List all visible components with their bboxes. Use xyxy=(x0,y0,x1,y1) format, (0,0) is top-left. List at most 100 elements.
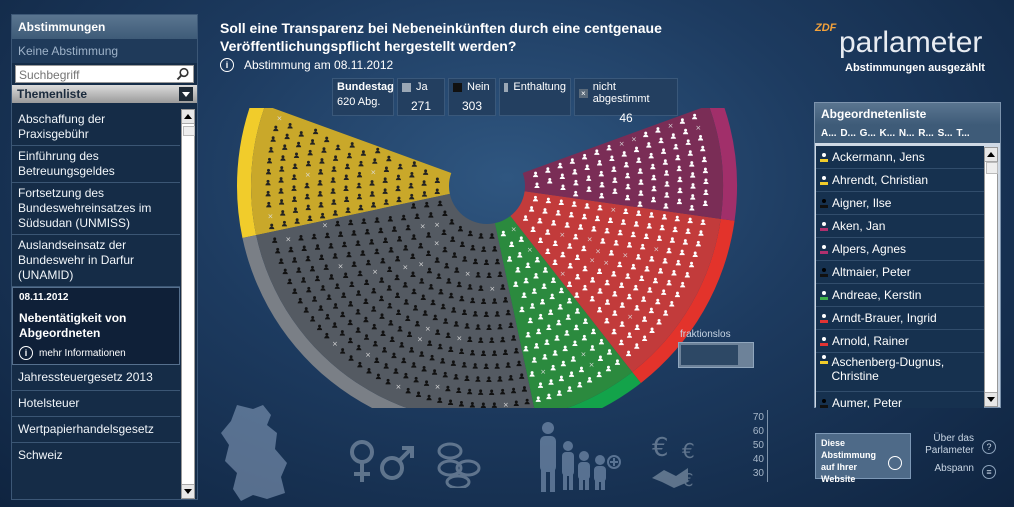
seat[interactable] xyxy=(467,230,473,237)
seat[interactable] xyxy=(425,250,432,257)
seat[interactable] xyxy=(341,241,348,248)
seat[interactable] xyxy=(637,201,643,207)
seat[interactable] xyxy=(445,332,451,339)
seat[interactable] xyxy=(552,240,558,247)
spd-rim[interactable] xyxy=(632,218,735,384)
seat[interactable] xyxy=(536,328,542,335)
seat[interactable] xyxy=(515,266,521,273)
seat[interactable] xyxy=(506,256,513,262)
seat[interactable] xyxy=(321,147,327,153)
seat[interactable] xyxy=(397,326,403,332)
seat[interactable] xyxy=(702,167,709,174)
absent-seat[interactable]: × xyxy=(503,401,509,408)
seat[interactable] xyxy=(305,160,312,167)
seat[interactable] xyxy=(596,160,603,166)
seat[interactable] xyxy=(470,244,476,251)
seat[interactable] xyxy=(378,295,385,302)
seat[interactable] xyxy=(634,324,640,330)
seat[interactable] xyxy=(688,261,695,268)
seat[interactable] xyxy=(444,262,450,269)
seat[interactable] xyxy=(581,245,587,252)
seat[interactable] xyxy=(567,243,573,249)
seat[interactable] xyxy=(380,330,386,336)
seat[interactable] xyxy=(582,284,588,291)
absent-seat[interactable]: × xyxy=(560,270,566,278)
seat[interactable] xyxy=(566,281,573,287)
seat[interactable] xyxy=(421,365,427,372)
absent-seat[interactable]: × xyxy=(631,136,637,144)
seat[interactable] xyxy=(334,220,341,227)
seat[interactable] xyxy=(619,302,625,308)
seat[interactable] xyxy=(382,177,388,183)
seat[interactable] xyxy=(510,387,517,394)
seat[interactable] xyxy=(356,344,362,351)
seat[interactable] xyxy=(648,212,655,218)
seat[interactable] xyxy=(568,211,574,218)
seat[interactable] xyxy=(410,271,416,278)
seat[interactable] xyxy=(360,250,366,256)
seat[interactable] xyxy=(519,306,525,313)
absent-seat[interactable]: × xyxy=(402,264,408,272)
seat[interactable] xyxy=(597,355,604,361)
seat[interactable] xyxy=(494,258,500,265)
seat[interactable] xyxy=(467,336,473,343)
alphabet-index[interactable]: A... D... G... K... N... R... S... T... xyxy=(815,125,1000,143)
seat[interactable] xyxy=(292,207,299,213)
member-row[interactable]: Aigner, Ilse xyxy=(816,192,984,215)
seat[interactable] xyxy=(567,262,573,269)
seat[interactable] xyxy=(310,316,316,322)
seat[interactable] xyxy=(472,258,479,265)
search-icon[interactable] xyxy=(176,67,190,81)
absent-seat[interactable]: × xyxy=(511,226,517,234)
seat[interactable] xyxy=(542,267,548,273)
seat[interactable] xyxy=(292,163,298,169)
seat[interactable] xyxy=(332,155,339,161)
search-input[interactable] xyxy=(19,68,169,82)
fdp-rim[interactable] xyxy=(237,108,265,238)
seat[interactable] xyxy=(324,313,331,320)
absent-seat[interactable]: × xyxy=(610,206,616,214)
seat[interactable] xyxy=(661,213,667,220)
seat[interactable] xyxy=(461,309,468,315)
seat[interactable] xyxy=(391,226,397,232)
seat[interactable] xyxy=(676,165,682,172)
seat[interactable] xyxy=(641,316,648,322)
list-item[interactable]: Wertpapierhandelsgesetz xyxy=(12,417,180,443)
seat[interactable] xyxy=(489,233,495,239)
seat[interactable] xyxy=(441,229,447,236)
seat[interactable] xyxy=(589,345,596,351)
seat[interactable] xyxy=(347,319,353,326)
seat[interactable] xyxy=(284,133,290,140)
seat[interactable] xyxy=(401,214,407,221)
seat[interactable] xyxy=(494,363,500,369)
seat[interactable] xyxy=(366,367,372,374)
seat[interactable] xyxy=(701,156,707,163)
seat[interactable] xyxy=(613,240,619,246)
seat[interactable] xyxy=(470,297,476,304)
seat[interactable] xyxy=(438,288,444,295)
seat[interactable] xyxy=(516,360,522,367)
seat[interactable] xyxy=(581,153,588,160)
seat[interactable] xyxy=(344,163,351,170)
seat[interactable] xyxy=(650,163,656,170)
seat[interactable] xyxy=(347,300,354,307)
seat[interactable] xyxy=(533,272,539,279)
seat[interactable] xyxy=(636,157,642,163)
seat[interactable] xyxy=(596,268,603,274)
seat[interactable] xyxy=(544,339,550,345)
seat[interactable] xyxy=(328,274,335,280)
seat[interactable] xyxy=(278,199,285,205)
scroll-up-icon[interactable] xyxy=(182,110,194,124)
seat[interactable] xyxy=(670,133,676,139)
seat[interactable] xyxy=(266,201,272,208)
absent-seat[interactable]: × xyxy=(465,270,471,278)
seat[interactable] xyxy=(422,310,428,316)
stat-absent[interactable]: × nicht abgestimmt 46 xyxy=(574,78,678,125)
seat[interactable] xyxy=(621,151,627,157)
seat[interactable] xyxy=(351,230,357,236)
seat[interactable] xyxy=(469,402,475,408)
seat[interactable] xyxy=(530,226,536,232)
seat[interactable] xyxy=(640,243,646,250)
seat[interactable] xyxy=(624,194,631,201)
seat[interactable] xyxy=(335,144,341,151)
